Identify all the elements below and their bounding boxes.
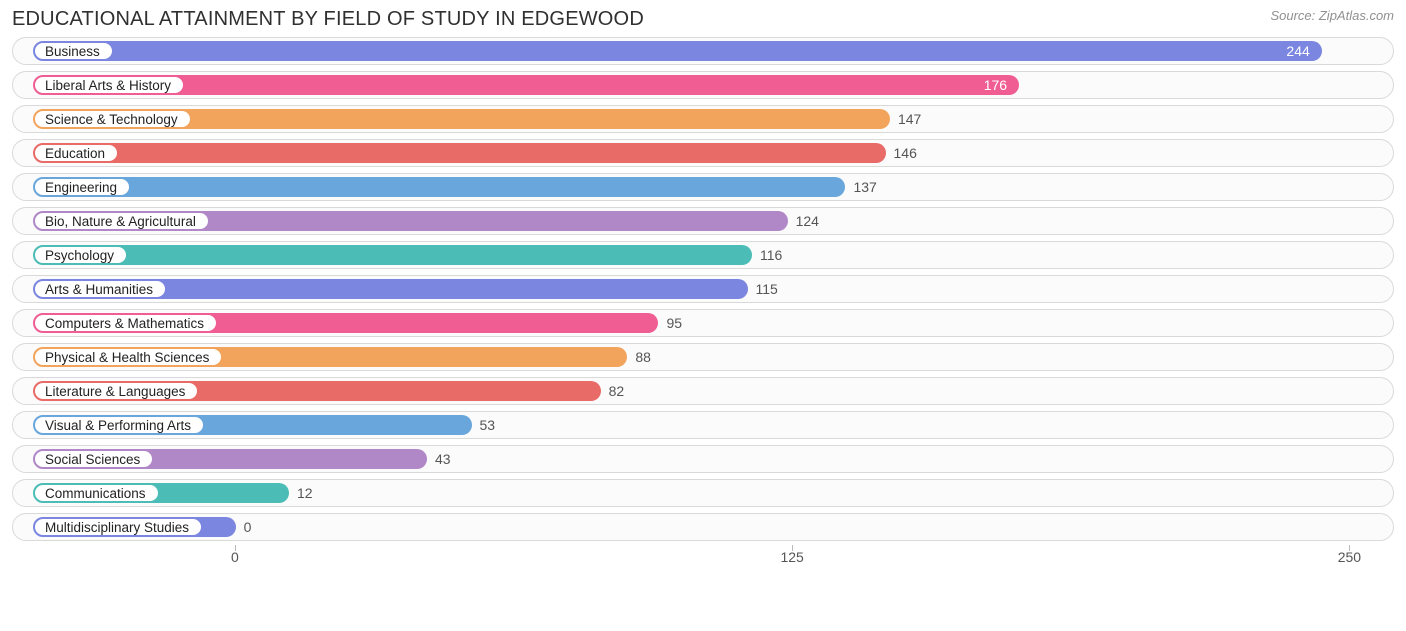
bar-label-pill: Business [33, 41, 114, 61]
bar-value: 115 [748, 276, 784, 302]
bar-value: 53 [472, 412, 502, 438]
bar-value: 12 [289, 480, 319, 506]
bar-label-pill: Multidisciplinary Studies [33, 517, 203, 537]
bar-label-pill: Bio, Nature & Agricultural [33, 211, 210, 231]
bar-label: Visual & Performing Arts [45, 418, 191, 433]
bar-row: Psychology 116 [12, 241, 1394, 269]
bar-row: Literature & Languages 82 [12, 377, 1394, 405]
bar-row: Business 244 [12, 37, 1394, 65]
bar-row: Multidisciplinary Studies 0 [12, 513, 1394, 541]
bar-row: Social Sciences 43 [12, 445, 1394, 473]
chart-source: Source: ZipAtlas.com [1270, 8, 1394, 23]
bar-label-pill: Psychology [33, 245, 128, 265]
bar-row: Liberal Arts & History 176 [12, 71, 1394, 99]
bar-value: 146 [886, 140, 923, 166]
bar-fill [58, 177, 846, 197]
bar-value: 176 [978, 72, 1019, 98]
bar-value: 124 [788, 208, 825, 234]
bar-label: Psychology [45, 248, 114, 263]
chart-area: Business 244 Liberal Arts & History 176 Scie… [12, 37, 1394, 567]
axis-tick-label: 0 [231, 549, 239, 565]
chart-title: EDUCATIONAL ATTAINMENT BY FIELD OF STUDY… [12, 8, 644, 31]
axis-tick-label: 250 [1338, 549, 1361, 565]
bar-row: Education 146 [12, 139, 1394, 167]
bar-label: Science & Technology [45, 112, 178, 127]
bar-row: Communications 12 [12, 479, 1394, 507]
bar-value: 82 [601, 378, 631, 404]
bar-label: Liberal Arts & History [45, 78, 171, 93]
bar-value: 43 [427, 446, 457, 472]
bar-label-pill: Physical & Health Sciences [33, 347, 223, 367]
bar-fill [58, 41, 1322, 61]
bar-label: Literature & Languages [45, 384, 185, 399]
bar-value: 0 [236, 514, 258, 540]
bar-label-pill: Social Sciences [33, 449, 154, 469]
bar-label: Engineering [45, 180, 117, 195]
bar-value: 88 [627, 344, 657, 370]
bar-row: Computers & Mathematics 95 [12, 309, 1394, 337]
bar-label: Bio, Nature & Agricultural [45, 214, 196, 229]
bar-value: 244 [1280, 38, 1321, 64]
bar-value: 116 [752, 242, 788, 268]
bar-row: Visual & Performing Arts 53 [12, 411, 1394, 439]
bar-value: 137 [845, 174, 882, 200]
bar-label: Education [45, 146, 105, 161]
bar-label-pill: Liberal Arts & History [33, 75, 185, 95]
x-axis: 0 125 250 [12, 545, 1394, 567]
bar-label: Physical & Health Sciences [45, 350, 209, 365]
bar-row: Arts & Humanities 115 [12, 275, 1394, 303]
bar-label-pill: Computers & Mathematics [33, 313, 218, 333]
bar-fill [58, 75, 1020, 95]
bar-row: Physical & Health Sciences 88 [12, 343, 1394, 371]
bar-label: Multidisciplinary Studies [45, 520, 189, 535]
chart-header: EDUCATIONAL ATTAINMENT BY FIELD OF STUDY… [12, 8, 1394, 31]
bar-fill [58, 143, 886, 163]
bar-value: 95 [658, 310, 688, 336]
bar-label-pill: Engineering [33, 177, 131, 197]
bar-label: Computers & Mathematics [45, 316, 204, 331]
bar-label-pill: Literature & Languages [33, 381, 199, 401]
bar-fill [58, 245, 752, 265]
bar-label: Social Sciences [45, 452, 140, 467]
bar-label: Communications [45, 486, 146, 501]
bar-label: Arts & Humanities [45, 282, 153, 297]
axis-tick-label: 125 [780, 549, 803, 565]
bar-row: Science & Technology 147 [12, 105, 1394, 133]
bar-row: Engineering 137 [12, 173, 1394, 201]
bar-label-pill: Education [33, 143, 119, 163]
bar-label-pill: Arts & Humanities [33, 279, 167, 299]
bar-label: Business [45, 44, 100, 59]
bar-value: 147 [890, 106, 927, 132]
bar-label-pill: Visual & Performing Arts [33, 415, 205, 435]
chart-rows: Business 244 Liberal Arts & History 176 Scie… [12, 37, 1394, 541]
bar-row: Bio, Nature & Agricultural 124 [12, 207, 1394, 235]
bar-label-pill: Communications [33, 483, 160, 503]
bar-label-pill: Science & Technology [33, 109, 192, 129]
